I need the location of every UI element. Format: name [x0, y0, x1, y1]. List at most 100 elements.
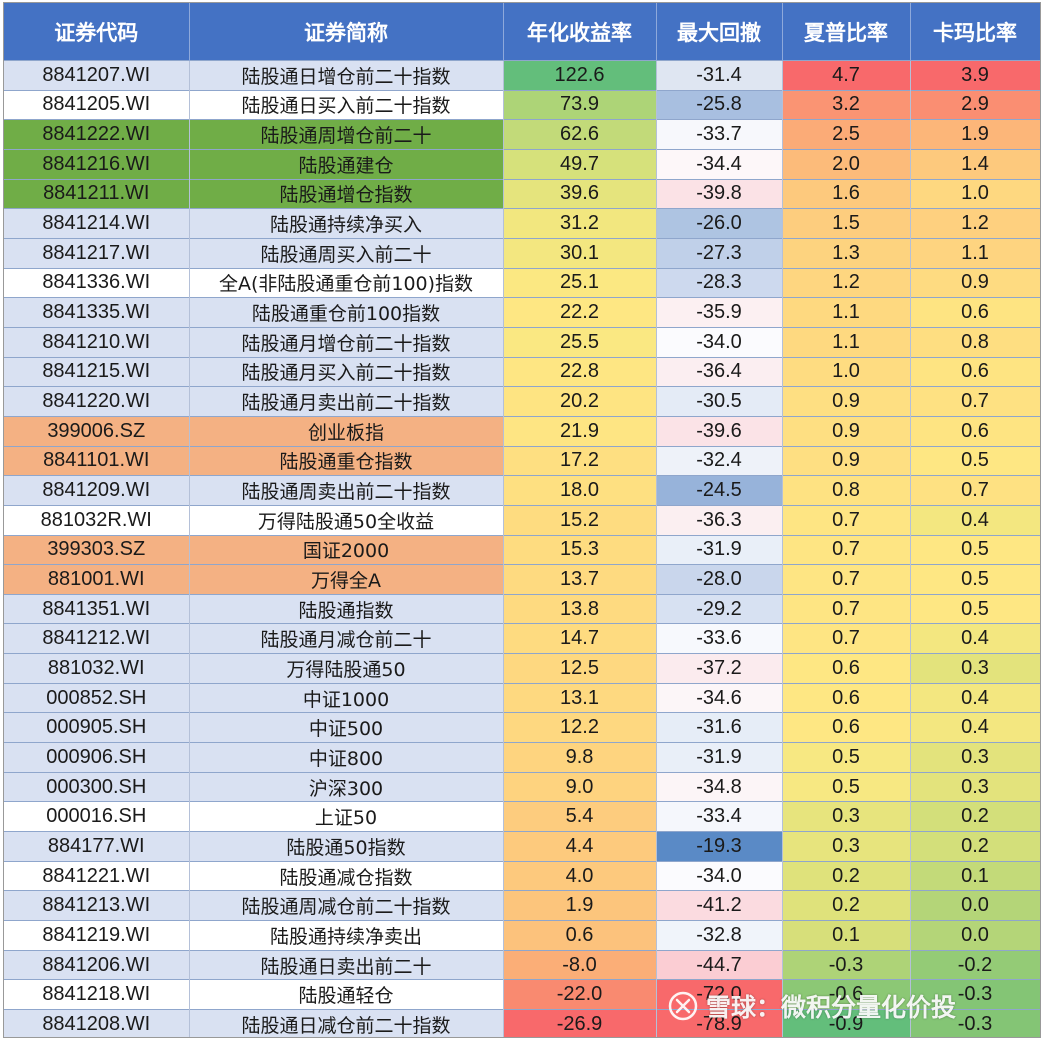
cell-max-drawdown: -28.3 — [656, 267, 783, 298]
cell-annual-return: 20.2 — [503, 386, 657, 417]
cell-name: 中证800 — [189, 742, 504, 773]
table-row[interactable]: 000300.SH 沪深300 9.0 -34.8 0.5 0.3 — [4, 771, 1040, 802]
header-max-drawdown[interactable]: 最大回撤 — [656, 3, 783, 61]
cell-code: 000016.SH — [4, 801, 190, 832]
cell-sharpe-ratio: 0.7 — [782, 564, 911, 595]
cell-code: 000905.SH — [4, 712, 190, 743]
table-row[interactable]: 884177.WI 陆股通50指数 4.4 -19.3 0.3 0.2 — [4, 831, 1040, 862]
cell-code: 8841336.WI — [4, 267, 190, 298]
cell-max-drawdown: -19.3 — [656, 831, 783, 862]
cell-sharpe-ratio: 0.5 — [782, 742, 911, 773]
cell-annual-return: 39.6 — [503, 178, 657, 209]
header-annual-return[interactable]: 年化收益率 — [503, 3, 657, 61]
cell-calmar-ratio: 0.3 — [910, 653, 1040, 684]
cell-annual-return: 25.5 — [503, 326, 657, 358]
cell-annual-return: -26.9 — [503, 1008, 657, 1037]
table-row[interactable]: 000905.SH 中证500 12.2 -31.6 0.6 0.4 — [4, 712, 1040, 743]
cell-code: 8841216.WI — [4, 148, 190, 180]
table-row[interactable]: 8841336.WI 全A(非陆股通重仓前100)指数 25.1 -28.3 1.2 0.… — [4, 267, 1040, 298]
watermark: 雪球：微积分量化价投 — [668, 986, 956, 1026]
cell-max-drawdown: -28.0 — [656, 564, 783, 595]
cell-calmar-ratio: 1.0 — [910, 178, 1040, 209]
table-row[interactable]: 000016.SH 上证50 5.4 -33.4 0.3 0.2 — [4, 801, 1040, 832]
header-sharpe-ratio[interactable]: 夏普比率 — [782, 3, 911, 61]
cell-annual-return: 12.2 — [503, 712, 657, 743]
cell-calmar-ratio: 0.0 — [910, 890, 1040, 921]
table-row[interactable]: 399006.SZ 创业板指 21.9 -39.6 0.9 0.6 — [4, 415, 1040, 447]
cell-code: 8841219.WI — [4, 920, 190, 951]
cell-name: 上证50 — [189, 801, 504, 832]
cell-code: 8841221.WI — [4, 860, 190, 891]
cell-max-drawdown: -34.6 — [656, 682, 783, 713]
cell-calmar-ratio: 0.5 — [910, 445, 1040, 476]
cell-calmar-ratio: 0.2 — [910, 801, 1040, 832]
table-row[interactable]: 399303.SZ 国证2000 15.3 -31.9 0.7 0.5 — [4, 534, 1040, 565]
table-row[interactable]: 881001.WI 万得全A 13.7 -28.0 0.7 0.5 — [4, 564, 1040, 595]
table-row[interactable]: 8841209.WI 陆股通周卖出前二十指数 18.0 -24.5 0.8 0.7 — [4, 475, 1040, 506]
cell-calmar-ratio: 3.9 — [910, 60, 1040, 91]
cell-sharpe-ratio: 2.0 — [782, 148, 911, 180]
cell-code: 000906.SH — [4, 742, 190, 773]
cell-sharpe-ratio: 0.7 — [782, 504, 911, 535]
cell-max-drawdown: -34.0 — [656, 326, 783, 358]
cell-max-drawdown: -34.0 — [656, 860, 783, 891]
table-row[interactable]: 881032R.WI 万得陆股通50全收益 15.2 -36.3 0.7 0.4 — [4, 504, 1040, 535]
table-row[interactable]: 000906.SH 中证800 9.8 -31.9 0.5 0.3 — [4, 742, 1040, 773]
cell-code: 399303.SZ — [4, 534, 190, 565]
cell-annual-return: 13.1 — [503, 682, 657, 713]
cell-name: 陆股通周买入前二十 — [189, 237, 504, 269]
cell-sharpe-ratio: 0.6 — [782, 712, 911, 743]
cell-sharpe-ratio: 0.6 — [782, 682, 911, 713]
cell-code: 8841215.WI — [4, 356, 190, 387]
table-row[interactable]: 8841220.WI 陆股通月卖出前二十指数 20.2 -30.5 0.9 0.7 — [4, 386, 1040, 417]
table-row[interactable]: 000852.SH 中证1000 13.1 -34.6 0.6 0.4 — [4, 682, 1040, 713]
cell-max-drawdown: -32.4 — [656, 445, 783, 476]
cell-code: 884177.WI — [4, 831, 190, 862]
cell-sharpe-ratio: 1.3 — [782, 237, 911, 269]
cell-max-drawdown: -39.6 — [656, 415, 783, 447]
cell-name: 陆股通日卖出前二十 — [189, 949, 504, 980]
cell-calmar-ratio: 1.9 — [910, 119, 1040, 150]
table-row[interactable]: 8841351.WI 陆股通指数 13.8 -29.2 0.7 0.5 — [4, 593, 1040, 624]
cell-code: 8841335.WI — [4, 297, 190, 328]
cell-calmar-ratio: 0.3 — [910, 771, 1040, 802]
cell-calmar-ratio: 0.5 — [910, 593, 1040, 624]
table-row[interactable]: 8841214.WI 陆股通持续净买入 31.2 -26.0 1.5 1.2 — [4, 208, 1040, 239]
cell-annual-return: 22.8 — [503, 356, 657, 387]
cell-sharpe-ratio: 1.5 — [782, 208, 911, 239]
cell-sharpe-ratio: 1.1 — [782, 326, 911, 358]
cell-annual-return: -8.0 — [503, 949, 657, 980]
table-row[interactable]: 8841205.WI 陆股通日买入前二十指数 73.9 -25.8 3.2 2.9 — [4, 89, 1040, 120]
header-name[interactable]: 证券简称 — [189, 3, 504, 61]
table-row[interactable]: 8841218.WI 陆股通轻仓 -22.0 -72.0 -0.6 -0.3 — [4, 979, 1040, 1010]
table-row[interactable]: 8841221.WI 陆股通减仓指数 4.0 -34.0 0.2 0.1 — [4, 860, 1040, 891]
table-row[interactable]: 8841101.WI 陆股通重仓指数 17.2 -32.4 0.9 0.5 — [4, 445, 1040, 476]
table-row[interactable]: 8841216.WI 陆股通建仓 49.7 -34.4 2.0 1.4 — [4, 148, 1040, 180]
table-row[interactable]: 8841211.WI 陆股通增仓指数 39.6 -39.8 1.6 1.0 — [4, 178, 1040, 209]
table-row[interactable]: 8841212.WI 陆股通月减仓前二十 14.7 -33.6 0.7 0.4 — [4, 623, 1040, 654]
cell-calmar-ratio: 0.4 — [910, 712, 1040, 743]
header-calmar-ratio[interactable]: 卡玛比率 — [910, 3, 1040, 61]
cell-annual-return: 22.2 — [503, 297, 657, 328]
table-row[interactable]: 8841215.WI 陆股通月买入前二十指数 22.8 -36.4 1.0 0.6 — [4, 356, 1040, 387]
cell-calmar-ratio: 0.6 — [910, 297, 1040, 328]
table-row[interactable]: 8841222.WI 陆股通周增仓前二十 62.6 -33.7 2.5 1.9 — [4, 119, 1040, 150]
table-row[interactable]: 8841219.WI 陆股通持续净卖出 0.6 -32.8 0.1 0.0 — [4, 920, 1040, 951]
cell-code: 8841214.WI — [4, 208, 190, 239]
cell-annual-return: 12.5 — [503, 653, 657, 684]
cell-code: 8841212.WI — [4, 623, 190, 654]
table-row[interactable]: 8841217.WI 陆股通周买入前二十 30.1 -27.3 1.3 1.1 — [4, 237, 1040, 269]
table-row[interactable]: 8841213.WI 陆股通周减仓前二十指数 1.9 -41.2 0.2 0.0 — [4, 890, 1040, 921]
table-row[interactable]: 8841206.WI 陆股通日卖出前二十 -8.0 -44.7 -0.3 -0.2 — [4, 949, 1040, 980]
table-row[interactable]: 881032.WI 万得陆股通50 12.5 -37.2 0.6 0.3 — [4, 653, 1040, 684]
table-row[interactable]: 8841335.WI 陆股通重仓前100指数 22.2 -35.9 1.1 0.6 — [4, 297, 1040, 328]
cell-max-drawdown: -41.2 — [656, 890, 783, 921]
cell-code: 881032R.WI — [4, 504, 190, 535]
cell-annual-return: 49.7 — [503, 148, 657, 180]
header-code[interactable]: 证券代码 — [4, 3, 190, 61]
table-row[interactable]: 8841207.WI 陆股通日增仓前二十指数 122.6 -31.4 4.7 3.9 — [4, 60, 1040, 91]
cell-max-drawdown: -33.6 — [656, 623, 783, 654]
table-row[interactable]: 8841208.WI 陆股通日减仓前二十指数 -26.9 -78.9 -0.9 -0.3 — [4, 1008, 1040, 1037]
table-row[interactable]: 8841210.WI 陆股通月增仓前二十指数 25.5 -34.0 1.1 0.8 — [4, 326, 1040, 358]
cell-calmar-ratio: 0.8 — [910, 326, 1040, 358]
